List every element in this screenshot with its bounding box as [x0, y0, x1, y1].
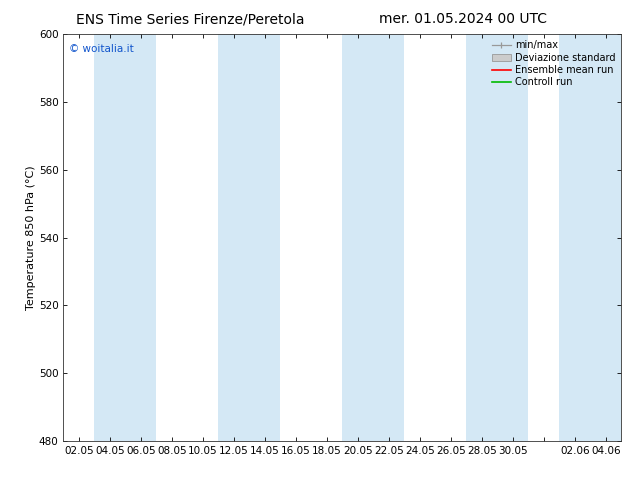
Bar: [218, 34, 280, 441]
Text: mer. 01.05.2024 00 UTC: mer. 01.05.2024 00 UTC: [379, 12, 547, 26]
Text: © woitalia.it: © woitalia.it: [69, 45, 134, 54]
Bar: [559, 34, 621, 441]
Bar: [342, 34, 404, 441]
Legend: min/max, Deviazione standard, Ensemble mean run, Controll run: min/max, Deviazione standard, Ensemble m…: [489, 37, 618, 90]
Bar: [94, 34, 157, 441]
Bar: [467, 34, 528, 441]
Text: ENS Time Series Firenze/Peretola: ENS Time Series Firenze/Peretola: [76, 12, 304, 26]
Y-axis label: Temperature 850 hPa (°C): Temperature 850 hPa (°C): [26, 165, 36, 310]
